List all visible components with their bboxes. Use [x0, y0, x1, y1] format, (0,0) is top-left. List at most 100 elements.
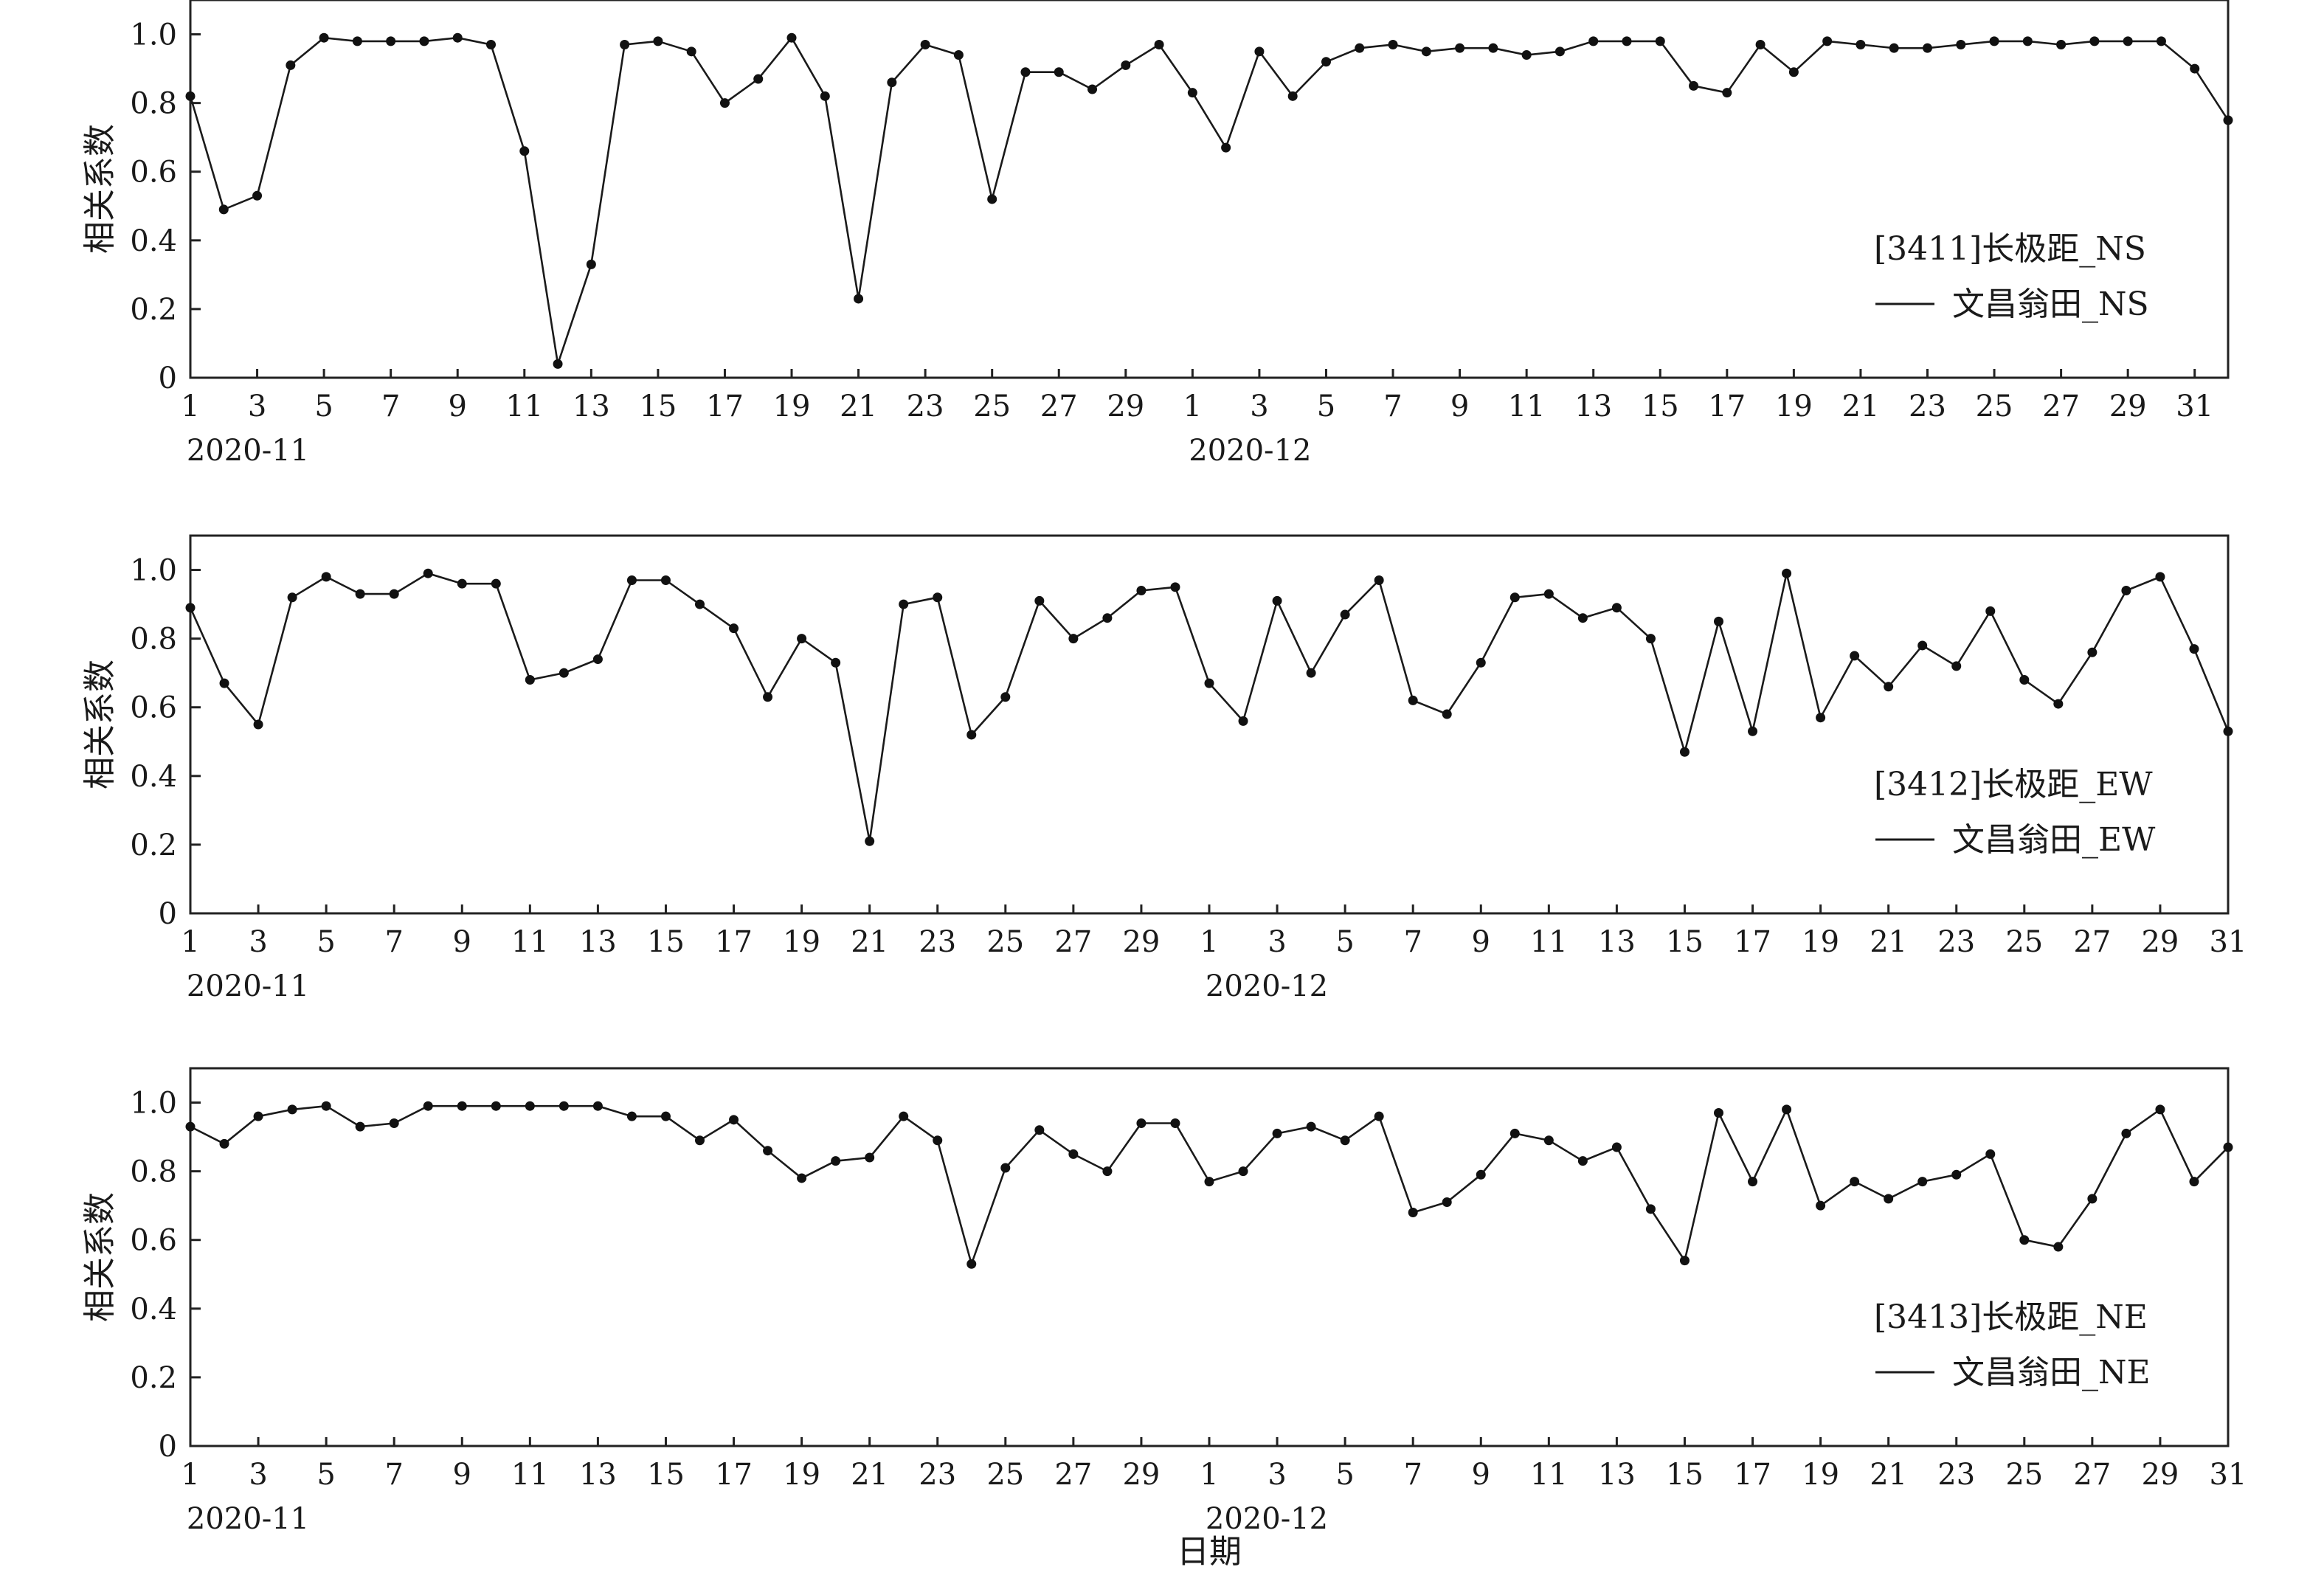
data-point: [2022, 36, 2033, 46]
data-point: [386, 36, 396, 46]
y-tick-label: 0: [159, 361, 177, 395]
data-point: [352, 36, 362, 46]
data-point: [660, 1111, 671, 1121]
data-point: [2155, 1104, 2165, 1115]
data-point: [219, 1138, 229, 1149]
data-point: [1306, 1121, 1316, 1132]
data-point: [887, 77, 897, 88]
chart-panel-2: 00.20.40.60.81.01 3 5 7 9 11 13 15 17 19 21 23 25 27 2…: [81, 534, 2247, 1003]
data-point: [1611, 1142, 1622, 1152]
x-tick-label: 11: [511, 925, 549, 959]
x-tick-label: 9: [1450, 390, 1469, 423]
data-point: [286, 60, 296, 70]
data-point: [831, 657, 841, 668]
month-label: 2020-11: [187, 1502, 309, 1536]
data-point: [763, 692, 773, 702]
x-tick-label: 7: [1403, 925, 1422, 959]
data-point: [1488, 43, 1498, 53]
x-tick-label: 1: [1200, 1458, 1218, 1492]
y-axis-label: 相关系数: [81, 124, 119, 254]
x-tick-label: 13: [573, 390, 610, 423]
x-tick-label: 17: [1708, 390, 1746, 423]
data-point: [1442, 709, 1452, 719]
data-point: [626, 1111, 637, 1121]
data-point: [1509, 592, 1520, 603]
data-point: [1645, 1204, 1656, 1214]
x-tick-label: 11: [505, 390, 543, 423]
data-point: [1543, 1135, 1554, 1146]
data-point: [185, 91, 196, 101]
data-point: [653, 36, 663, 46]
x-tick-label: 11: [1508, 390, 1546, 423]
plot-frame: [189, 0, 2230, 379]
x-tick-label: 1: [181, 1458, 199, 1492]
data-point: [519, 146, 530, 156]
x-tick-label: 29: [1122, 925, 1160, 959]
data-point: [592, 654, 603, 665]
data-point: [966, 1259, 977, 1269]
x-tick-label: 1: [1183, 390, 1202, 423]
data-point: [2053, 699, 2064, 709]
data-point: [355, 589, 365, 599]
x-tick-label: 1: [1200, 925, 1218, 959]
data-point: [287, 592, 297, 603]
x-tick-label: 13: [1574, 390, 1612, 423]
month-label: 2020-11: [187, 434, 309, 468]
data-point: [2056, 40, 2067, 50]
x-tick-label: 15: [1666, 1458, 1704, 1492]
data-point: [2053, 1242, 2064, 1252]
data-point: [1287, 91, 1298, 101]
x-tick-label: 3: [1250, 390, 1268, 423]
data-point: [1034, 595, 1045, 606]
x-tick-label: 31: [2210, 925, 2247, 959]
data-point: [1355, 43, 1365, 53]
data-point: [2223, 726, 2233, 736]
x-tick-label: 23: [919, 925, 956, 959]
data-point: [1238, 1166, 1248, 1177]
data-point: [1884, 1194, 1894, 1204]
series-line: [189, 35, 2230, 364]
x-tick-label: 5: [314, 390, 333, 423]
data-point: [389, 589, 399, 599]
data-point: [695, 599, 705, 609]
data-point: [253, 719, 263, 730]
x-tick-label: 19: [1775, 390, 1813, 423]
x-tick-label: 1: [181, 390, 199, 423]
data-point: [620, 40, 630, 50]
x-tick-label: 21: [840, 390, 877, 423]
data-point: [1816, 1200, 1826, 1211]
x-tick-label: 23: [1937, 1458, 1975, 1492]
data-point: [185, 1121, 196, 1132]
data-point: [1321, 57, 1331, 67]
data-point: [865, 1152, 875, 1163]
y-axis-label: 相关系数: [81, 660, 119, 789]
data-point: [1922, 43, 1932, 53]
data-point: [1068, 634, 1079, 644]
x-tick-label: 27: [2073, 925, 2111, 959]
x-tick-label: 21: [851, 1458, 888, 1492]
data-point: [253, 1111, 263, 1121]
data-point: [1340, 609, 1350, 620]
x-tick-label: 7: [381, 390, 400, 423]
data-point: [1951, 661, 1962, 671]
data-point: [457, 578, 467, 589]
y-tick-label: 0: [159, 897, 177, 931]
data-point: [1020, 67, 1031, 77]
data-point: [1509, 1128, 1520, 1138]
x-tick-label: 15: [1642, 390, 1679, 423]
data-point: [558, 1101, 569, 1111]
data-point: [1388, 40, 1398, 50]
x-tick-label: 29: [1122, 1458, 1160, 1492]
x-tick-label: 17: [706, 390, 744, 423]
x-tick-label: 7: [1383, 390, 1402, 423]
x-tick-label: 15: [647, 925, 685, 959]
data-point: [1034, 1125, 1045, 1135]
data-point: [423, 568, 433, 578]
data-point: [1884, 682, 1894, 692]
data-point: [1679, 747, 1690, 757]
data-point: [1068, 1149, 1079, 1159]
legend-entry: 文昌翁田_NS: [1952, 286, 2149, 323]
x-tick-label: 17: [1734, 925, 1771, 959]
x-tick-label: 27: [2073, 1458, 2111, 1492]
data-point: [695, 1135, 705, 1146]
